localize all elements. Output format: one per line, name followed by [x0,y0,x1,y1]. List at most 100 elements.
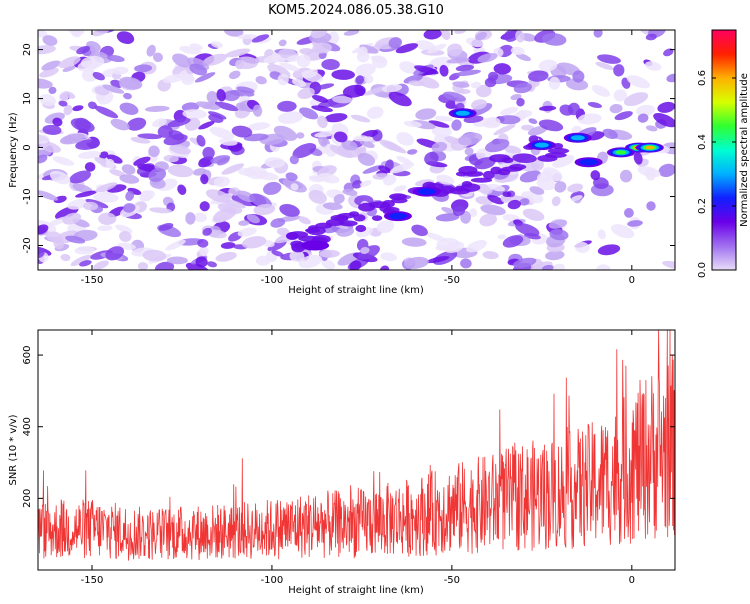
heatmap-cell [497,234,506,240]
heatmap-cell [336,226,355,237]
heatmap-cell [202,146,215,160]
heatmap-cell [76,45,91,55]
heatmap-cell [308,189,327,204]
heatmap-cell [212,207,237,223]
heatmap-cell [360,247,370,254]
heatmap-cell [116,31,135,44]
heatmap-cell [328,31,340,45]
heatmap-cell [126,117,147,131]
heatmap-cell [195,256,208,268]
heatmap-cell [182,109,207,119]
heatmap-cell [551,196,561,207]
heatmap-cell [78,150,101,159]
heatmap-feature [301,240,330,251]
heatmap-cell [521,124,535,131]
heatmap-cell [527,125,548,136]
heatmap-cell [389,162,415,174]
heatmap-cell [549,229,569,241]
heatmap-cell [92,30,112,37]
heatmap-cell [396,132,414,146]
heatmap-cell [97,225,113,232]
heatmap-cell [443,91,466,102]
heatmap-cell [196,101,221,110]
heatmap-feature [635,142,664,153]
heatmap-cell [137,262,149,270]
heatmap-cell [480,204,506,216]
heatmap-cell [515,30,525,43]
heatmap-cell [177,184,187,195]
heatmap-cell [93,192,119,203]
heatmap-cell [414,65,439,75]
heatmap-cell [277,100,297,112]
heatmap-cell [460,258,472,269]
heatmap-cell [426,256,450,264]
heatmap-cell [39,93,56,107]
heatmap-cell [334,131,348,143]
heatmap-cell [58,100,68,107]
heatmap-cell [264,157,286,168]
heatmap-cell [477,53,498,63]
heatmap-cell [238,220,250,226]
heatmap-cell [466,239,487,253]
heatmap-cell [155,261,175,270]
heatmap-cell [314,83,335,90]
heatmap-cell [167,164,194,178]
heatmap-cell [285,172,298,181]
heatmap-cell [286,55,301,62]
heatmap-cell [322,202,343,210]
heatmap-cell [278,39,287,47]
heatmap-cell [548,76,561,90]
heatmap-cell [446,57,470,64]
y-tick-label: 400 [22,417,33,436]
heatmap-cell [508,164,527,170]
x-tick-label: -100 [261,275,284,286]
heatmap-cell [163,154,179,163]
heatmap-cell [228,70,241,80]
heatmap-cell [381,84,403,93]
heatmap-cell [149,207,172,214]
heatmap-cell [389,193,407,201]
heatmap-cell [220,242,236,249]
heatmap-cell [213,176,230,188]
heatmap-cell [199,246,209,256]
heatmap-cell [244,166,268,180]
heatmap-cell [361,136,373,142]
heatmap-cell [364,74,374,84]
heatmap-cell [407,149,418,155]
heatmap-cell [38,45,56,55]
y-tick-label: 10 [22,92,33,105]
heatmap-cell [286,232,299,240]
heatmap-cell [193,212,207,223]
heatmap-cell [93,260,109,270]
heatmap-cell [317,115,328,129]
heatmap-cell [597,229,606,240]
heatmap-cell [627,220,643,227]
y-tick-label: 600 [22,346,33,365]
heatmap-cell [158,223,174,231]
heatmap-cell [441,206,457,215]
heatmap-cell [458,88,471,95]
x-tick-label: -50 [444,275,460,286]
heatmap-cell [428,120,450,128]
colorbar-label: Normalized spectral amplitude [739,73,750,227]
y-tick-label: 0 [22,144,33,150]
heatmap-cell [38,78,53,89]
heatmap-cell [81,69,98,82]
heatmap-cell [75,190,98,198]
heatmap-cell [403,74,423,84]
heatmap-cell [624,208,634,218]
heatmap-cell [167,117,191,128]
heatmap-cell [216,88,226,102]
heatmap-cell [279,203,300,217]
heatmap-cell [42,35,58,46]
heatmap-cell [538,119,564,132]
heatmap-cell [214,101,239,112]
heatmap-cell [500,107,518,116]
heatmap-cell [591,85,611,97]
heatmap-cell [277,73,289,86]
heatmap-cell [140,190,152,202]
heatmap-cell [94,105,119,119]
heatmap-cell [536,177,556,191]
heatmap-cell [423,30,442,40]
colorbar-tick-label: 0.4 [697,134,708,150]
